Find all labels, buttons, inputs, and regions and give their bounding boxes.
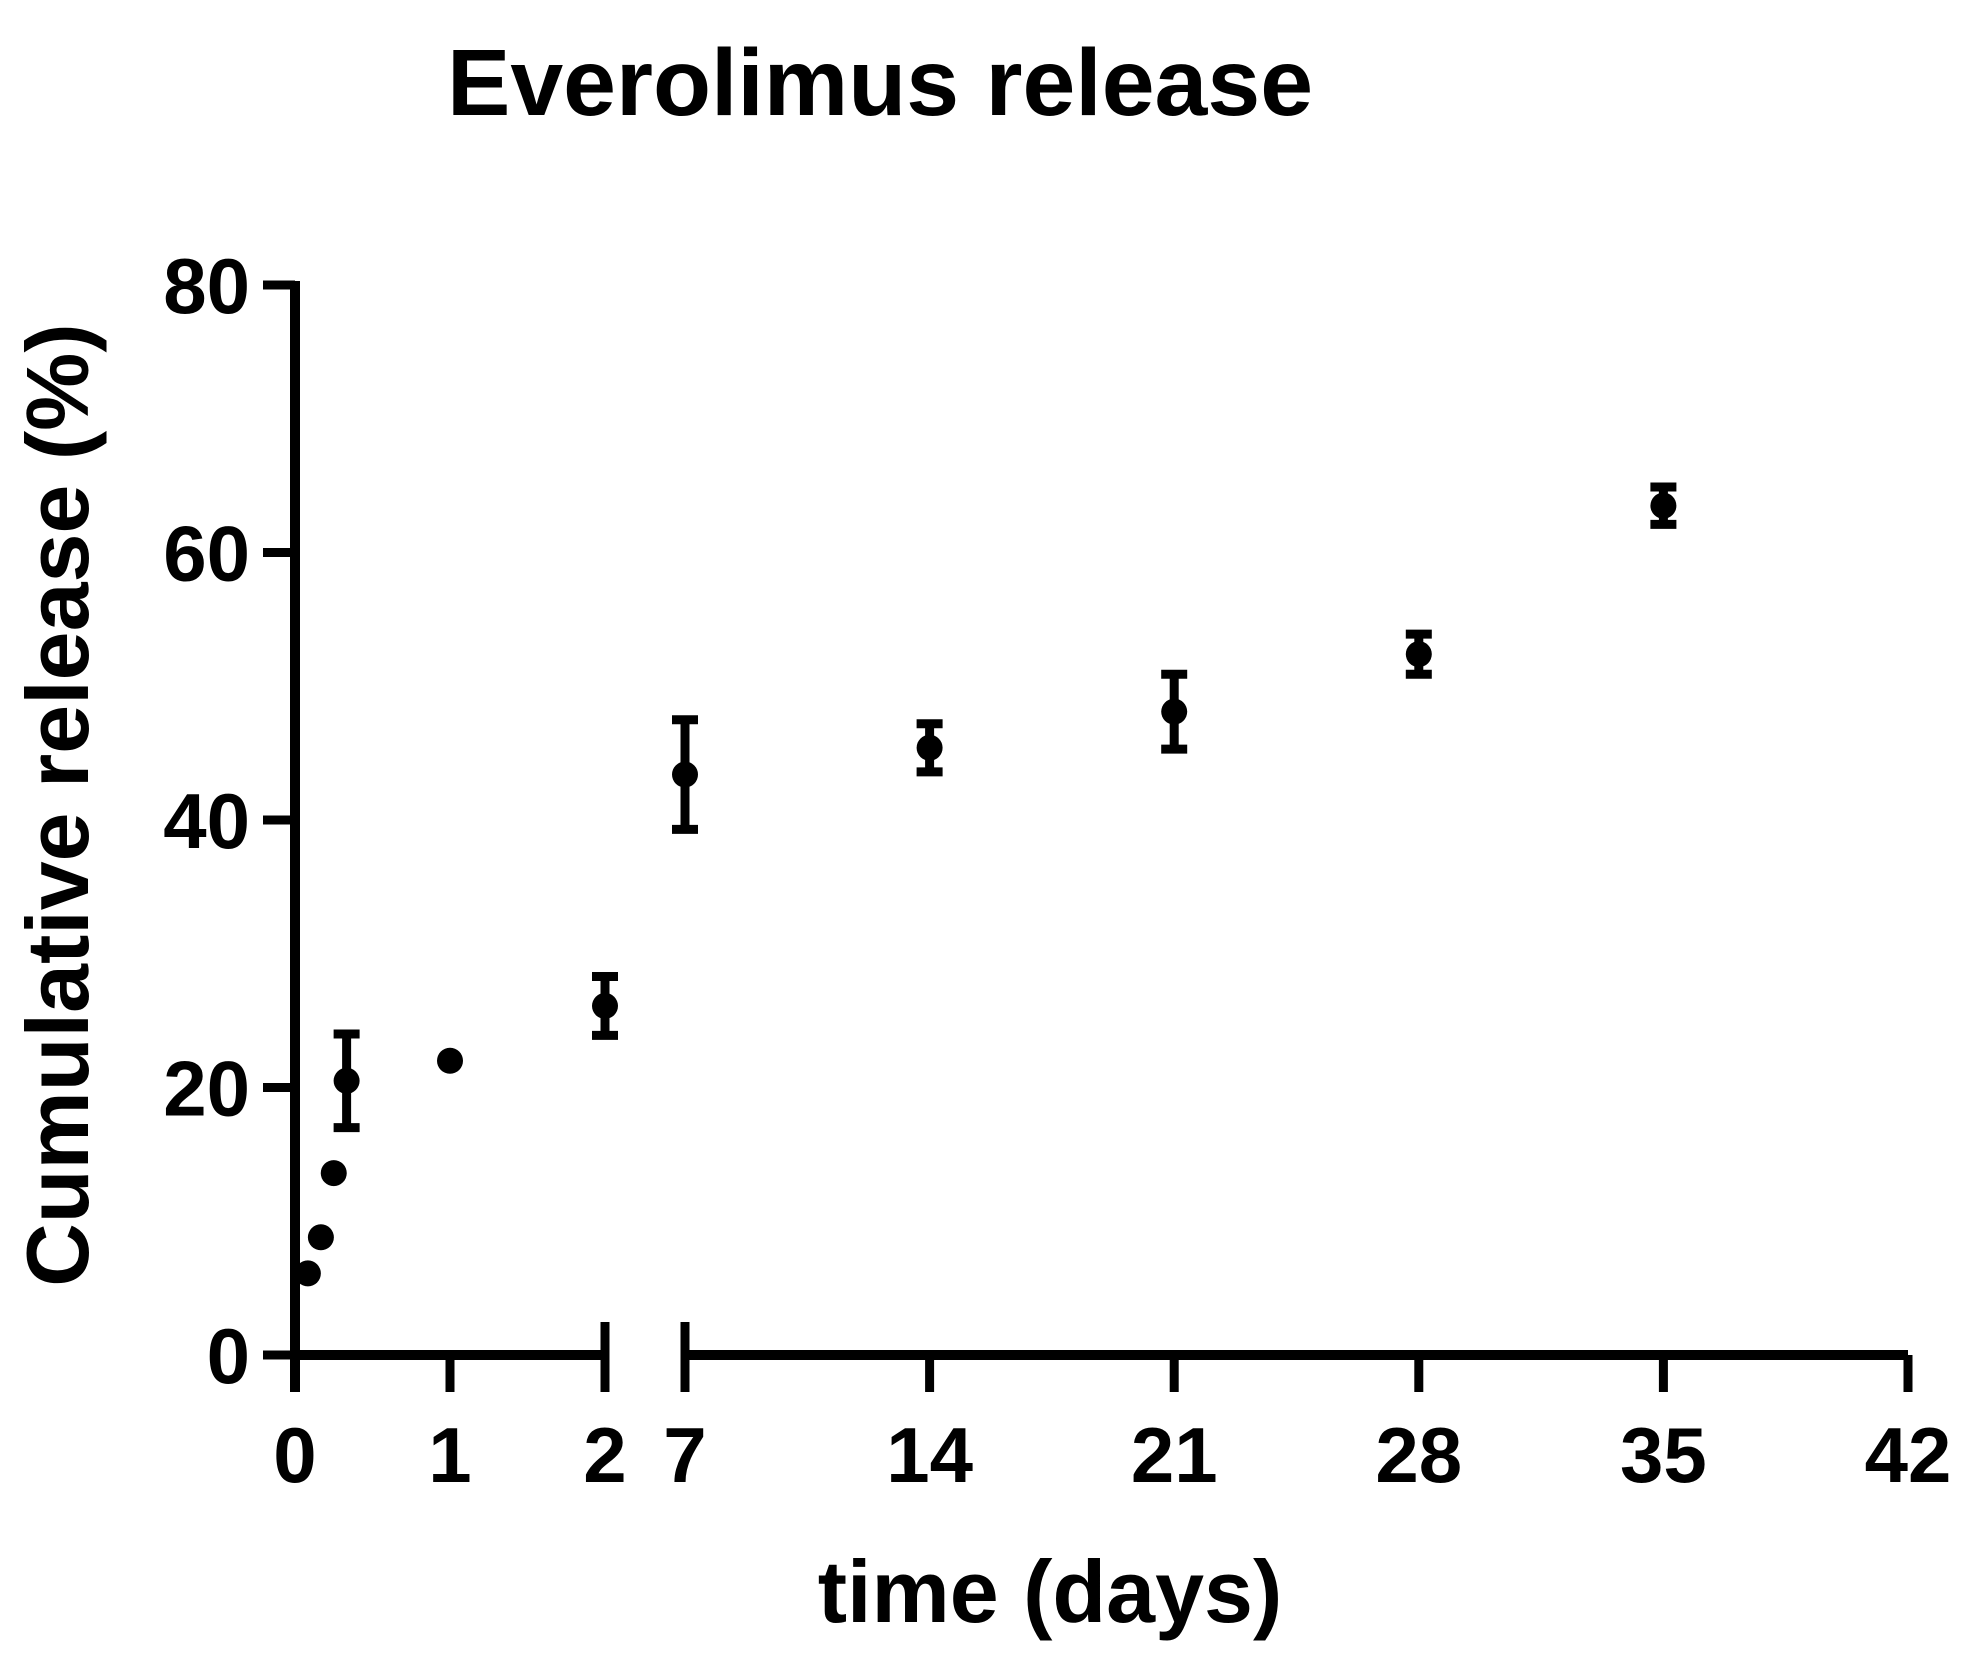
x-axis-title: time (days) [818,1542,1283,1641]
y-tick-label: 40 [163,777,250,865]
x-tick-label: 0 [273,1411,316,1499]
data-point [1405,641,1432,668]
x-tick-label: 1 [428,1411,471,1499]
data-point [1650,492,1677,519]
y-axis-title: Cumulative release (%) [8,323,107,1287]
x-tick-label: 28 [1375,1411,1462,1499]
plot-area: 0 20 40 60 80 0 1 2 7 14 21 28 35 42 [163,242,1951,1499]
data-point [1161,698,1188,725]
y-tick-label: 0 [207,1312,250,1400]
y-tick-label: 20 [163,1045,250,1133]
data-point [294,1260,321,1287]
x-tick-label: 35 [1620,1411,1707,1499]
x-tick-label: 42 [1865,1411,1952,1499]
x-tick-label: 14 [886,1411,973,1499]
chart-title: Everolimus release [447,30,1313,136]
data-point [307,1224,334,1251]
data-point [333,1067,360,1094]
y-tick-label: 80 [163,242,250,330]
x-tick-label: 7 [663,1411,706,1499]
x-tick-label: 21 [1131,1411,1218,1499]
data-point [320,1160,347,1187]
data-point [916,734,943,761]
x-tick-label: 2 [583,1411,626,1499]
data-point [592,992,618,1019]
data-point [672,761,698,788]
y-tick-label: 60 [163,510,250,598]
data-point [437,1047,463,1074]
